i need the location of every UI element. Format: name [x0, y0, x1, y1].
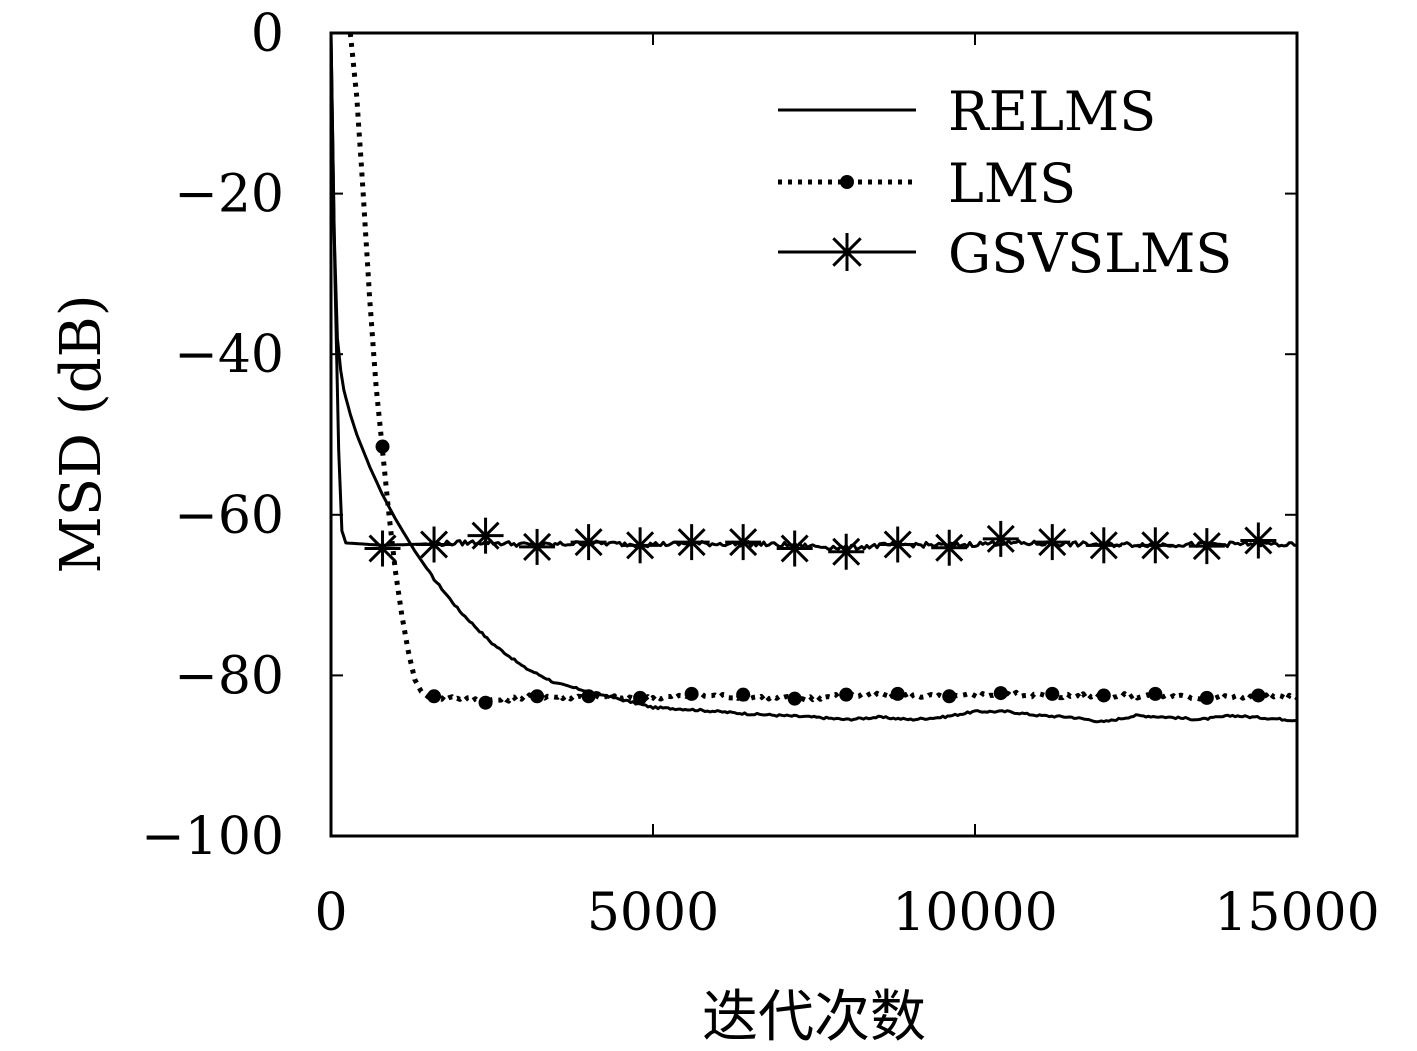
lms-marker — [942, 689, 957, 704]
y-tick-label: −60 — [174, 486, 284, 546]
lms-marker — [530, 689, 545, 704]
legend-marker-gsvslms — [828, 233, 866, 271]
series-group — [331, 33, 1297, 724]
gsvslms-marker-stroke — [368, 534, 397, 563]
gsvslms-marker-stroke — [883, 530, 912, 559]
series-line-relms — [331, 33, 1297, 724]
legend-label-lms: LMS — [948, 152, 1076, 215]
lms-marker — [787, 691, 802, 706]
lms-marker — [890, 686, 905, 701]
gsvslms-marker-stroke — [420, 530, 449, 559]
gsvslms-marker-stroke — [523, 532, 552, 561]
gsvslms-marker — [364, 530, 401, 567]
gsvslms-marker — [776, 530, 813, 567]
lms-marker — [375, 439, 390, 454]
gsvslms-marker-stroke — [677, 528, 706, 557]
gsvslms-marker — [1188, 528, 1225, 565]
legend-item-relms: RELMS — [778, 80, 1156, 143]
gsvslms-marker-stroke — [1244, 526, 1273, 555]
y-tick-label: 0 — [251, 4, 284, 64]
gsvslms-marker-stroke — [729, 528, 758, 557]
lms-marker — [1148, 686, 1163, 701]
gsvslms-marker-stroke — [471, 521, 500, 550]
gsvslms-marker-stroke — [1089, 531, 1118, 560]
x-tick-label: 5000 — [587, 883, 719, 943]
lms-marker — [684, 686, 699, 701]
gsvslms-marker — [828, 533, 865, 570]
legend-marker-lms — [840, 175, 854, 189]
legend: RELMS LMS GSVSLMS — [778, 80, 1232, 285]
lms-marker — [1199, 690, 1214, 705]
lms-marker — [839, 687, 854, 702]
plot-layer — [331, 33, 1297, 724]
gsvslms-marker — [622, 527, 659, 564]
legend-marker-gsvslms-stroke — [832, 237, 862, 267]
x-tick-label: 10000 — [892, 883, 1057, 943]
gsvslms-marker — [673, 524, 710, 561]
lms-marker — [736, 687, 751, 702]
lms-marker — [581, 689, 596, 704]
gsvslms-marker-stroke — [626, 531, 655, 560]
gsvslms-marker — [1137, 527, 1174, 564]
x-tick-label: 0 — [314, 883, 347, 943]
lms-marker — [478, 695, 493, 710]
plot-frame — [329, 31, 1299, 838]
lms-marker — [993, 686, 1008, 701]
y-axis-title: MSD (dB) — [49, 294, 114, 573]
gsvslms-marker — [1240, 522, 1277, 559]
gsvslms-marker-stroke — [1038, 528, 1067, 557]
gsvslms-marker-stroke — [1141, 531, 1170, 560]
lms-marker — [427, 689, 442, 704]
legend-item-gsvslms: GSVSLMS — [778, 222, 1232, 285]
gsvslms-marker-stroke — [935, 533, 964, 562]
gsvslms-marker — [416, 526, 453, 563]
legend-item-lms: LMS — [778, 152, 1076, 215]
gsvslms-marker-stroke — [1192, 532, 1221, 561]
axis-layer: 0 5000 10000 15000 0 −20 −40 −60 −80 −100 — [141, 4, 1380, 943]
lms-marker — [1096, 688, 1111, 703]
x-tick-label: 15000 — [1214, 883, 1379, 943]
gsvslms-marker — [725, 524, 762, 561]
gsvslms-marker — [879, 526, 916, 563]
gsvslms-marker — [1034, 524, 1071, 561]
gsvslms-marker — [519, 528, 556, 565]
y-tick-label: −80 — [174, 646, 284, 706]
lms-marker — [1045, 686, 1060, 701]
gsvslms-marker — [1085, 527, 1122, 564]
x-axis-title: 迭代次数 — [702, 985, 926, 1050]
gsvslms-marker-stroke — [986, 524, 1015, 553]
lms-marker — [1251, 688, 1266, 703]
y-tick-label: −100 — [141, 807, 284, 867]
legend-label-gsvslms: GSVSLMS — [948, 222, 1232, 285]
gsvslms-marker-stroke — [574, 528, 603, 557]
legend-label-relms: RELMS — [948, 80, 1156, 143]
gsvslms-marker-stroke — [780, 534, 809, 563]
gsvslms-marker — [467, 517, 504, 554]
gsvslms-marker — [570, 524, 607, 561]
gsvslms-marker — [982, 520, 1019, 557]
gsvslms-marker-stroke — [832, 537, 861, 566]
gsvslms-marker — [931, 529, 968, 566]
y-tick-label: −20 — [174, 165, 284, 225]
y-tick-label: −40 — [174, 325, 284, 385]
lms-marker — [633, 690, 648, 705]
